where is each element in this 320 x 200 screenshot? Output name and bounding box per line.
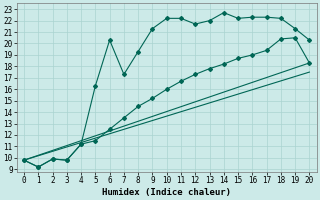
X-axis label: Humidex (Indice chaleur): Humidex (Indice chaleur) [102, 188, 231, 197]
